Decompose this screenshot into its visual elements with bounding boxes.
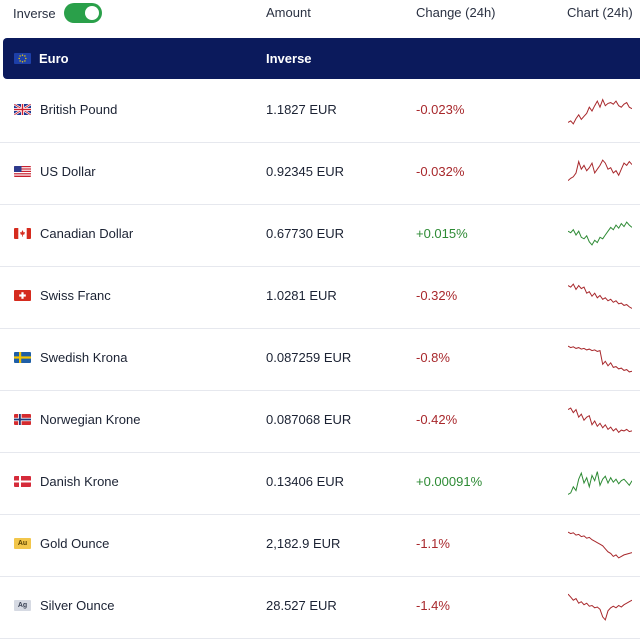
sparkline-line (568, 98, 632, 125)
base-currency-row[interactable]: Euro Inverse (3, 38, 640, 79)
base-inverse-label: Inverse (266, 51, 312, 66)
currency-name: Swedish Krona (40, 350, 128, 365)
change-value: -0.42% (416, 412, 458, 427)
amount-header: Amount (266, 5, 311, 20)
sparkline-chart (568, 531, 632, 559)
uk-flag-icon (14, 104, 31, 115)
sparkline-chart (568, 593, 632, 621)
ch-flag-icon (14, 290, 31, 301)
currency-name: Norwegian Krone (40, 412, 141, 427)
currency-name: Swiss Franc (40, 288, 111, 303)
change-value: -0.023% (416, 102, 465, 117)
change-value: -0.8% (416, 350, 450, 365)
sparkline-chart (568, 471, 632, 495)
change-value: +0.00091% (416, 474, 483, 489)
sparkline-chart (568, 407, 632, 434)
gold-ounce-icon: Au (14, 538, 31, 549)
se-flag-icon (14, 352, 31, 363)
sparkline-chart (568, 283, 632, 309)
eu-flag-icon (14, 53, 31, 64)
no-flag-icon (14, 414, 31, 425)
amount-value: 0.087068 EUR (266, 412, 352, 427)
inverse-label: Inverse (13, 5, 56, 21)
dk-flag-icon (14, 476, 31, 487)
ca-flag-icon (14, 228, 31, 239)
base-currency-name: Euro (39, 51, 69, 66)
currency-name: Danish Krone (40, 474, 119, 489)
us-flag-icon (14, 166, 31, 177)
inverse-toggle[interactable] (63, 3, 102, 23)
amount-value: 1.1827 EUR (266, 102, 337, 117)
amount-value: 28.527 EUR (266, 598, 337, 613)
table-row[interactable]: Norwegian Krone 0.087068 EUR -0.42% (0, 390, 640, 453)
sparkline-line (568, 531, 632, 559)
table-row[interactable]: Swedish Krona 0.087259 EUR -0.8% (0, 328, 640, 391)
amount-value: 0.67730 EUR (266, 226, 345, 241)
change-value: +0.015% (416, 226, 468, 241)
sparkline-line (568, 283, 632, 309)
sparkline-chart (568, 221, 632, 246)
currency-name: Silver Ounce (40, 598, 115, 613)
sparkline-line (568, 407, 632, 434)
sparkline-line (568, 471, 632, 495)
sparkline-line (568, 345, 632, 373)
currency-name: US Dollar (40, 164, 96, 179)
table-row[interactable]: Canadian Dollar 0.67730 EUR +0.015% (0, 204, 640, 267)
sparkline-chart (568, 345, 632, 373)
change-value: -0.32% (416, 288, 458, 303)
currency-name: Canadian Dollar (40, 226, 134, 241)
amount-value: 0.13406 EUR (266, 474, 345, 489)
sparkline-line (568, 159, 632, 181)
sparkline-line (568, 221, 632, 246)
toggle-knob (84, 6, 99, 20)
change-value: -1.4% (416, 598, 450, 613)
amount-value: 0.087259 EUR (266, 350, 352, 365)
amount-value: 0.92345 EUR (266, 164, 345, 179)
amount-value: 2,182.9 EUR (266, 536, 341, 551)
change-value: -1.1% (416, 536, 450, 551)
change-header: Change (24h) (416, 5, 496, 20)
table-row[interactable]: Danish Krone 0.13406 EUR +0.00091% (0, 452, 640, 515)
table-header: Inverse Amount Change (24h) Chart (24h) (0, 0, 640, 34)
table-row[interactable]: Au Gold Ounce 2,182.9 EUR -1.1% (0, 514, 640, 577)
silver-ounce-icon: Ag (14, 600, 31, 611)
table-row[interactable]: Swiss Franc 1.0281 EUR -0.32% (0, 266, 640, 329)
sparkline-line (568, 593, 632, 621)
change-value: -0.032% (416, 164, 465, 179)
inverse-control: Inverse (13, 3, 102, 23)
chart-header: Chart (24h) (567, 5, 633, 20)
amount-value: 1.0281 EUR (266, 288, 337, 303)
table-row[interactable]: Ag Silver Ounce 28.527 EUR -1.4% (0, 576, 640, 639)
currency-name: Gold Ounce (40, 536, 110, 551)
sparkline-chart (568, 159, 632, 181)
table-row[interactable]: US Dollar 0.92345 EUR -0.032% (0, 142, 640, 205)
table-row[interactable]: British Pound 1.1827 EUR -0.023% (0, 80, 640, 143)
sparkline-chart (568, 98, 632, 125)
currency-name: British Pound (40, 102, 118, 117)
